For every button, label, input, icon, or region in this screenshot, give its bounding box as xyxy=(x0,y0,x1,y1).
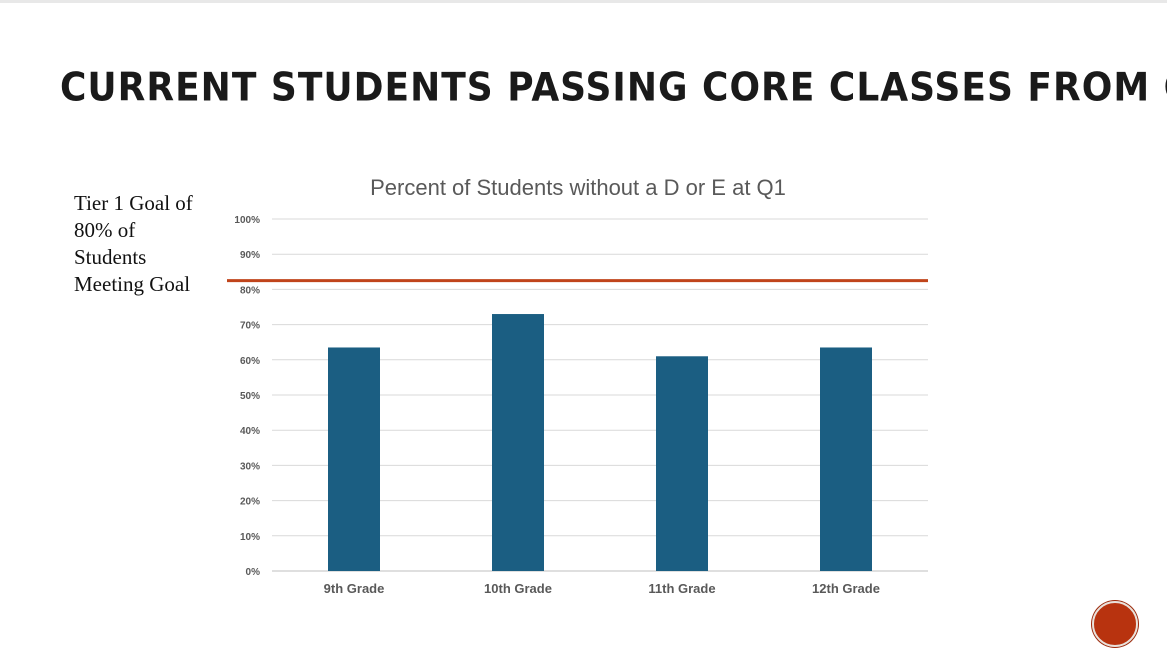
y-tick-label: 60% xyxy=(240,356,260,367)
y-tick-label: 90% xyxy=(240,250,260,261)
x-tick-label: 11th Grade xyxy=(648,581,715,596)
goal-note: Tier 1 Goal of 80% of Students Meeting G… xyxy=(74,191,193,296)
y-tick-label: 70% xyxy=(240,321,260,332)
y-tick-label: 40% xyxy=(240,426,260,437)
bars xyxy=(328,314,872,571)
y-tick-label: 20% xyxy=(240,497,260,508)
slide-title: CURRENT STUDENTS PASSING CORE CLASSES FR… xyxy=(60,66,1167,111)
x-tick-label: 9th Grade xyxy=(324,581,385,596)
y-tick-label: 0% xyxy=(246,567,261,578)
bar-12th-grade xyxy=(820,347,872,571)
y-tick-label: 10% xyxy=(240,532,260,543)
top-rule xyxy=(0,0,1167,3)
x-axis-ticks: 9th Grade 10th Grade 11th Grade 12th Grade xyxy=(324,581,880,596)
y-tick-label: 50% xyxy=(240,391,260,402)
y-tick-label: 100% xyxy=(234,215,260,226)
y-tick-label: 30% xyxy=(240,461,260,472)
gridlines xyxy=(272,218,928,572)
y-tick-label: 80% xyxy=(240,285,260,296)
bar-10th-grade xyxy=(492,314,544,571)
bar-11th-grade xyxy=(656,356,708,571)
chart-title: Percent of Students without a D or E at … xyxy=(370,175,786,200)
x-tick-label: 10th Grade xyxy=(484,581,552,596)
next-slide-button[interactable] xyxy=(1092,601,1138,647)
y-axis-ticks: 0% 10% 20% 30% 40% 50% 60% 70% 80% 90% 100% xyxy=(234,215,260,578)
x-tick-label: 12th Grade xyxy=(812,581,880,596)
bar-9th-grade xyxy=(328,347,380,571)
